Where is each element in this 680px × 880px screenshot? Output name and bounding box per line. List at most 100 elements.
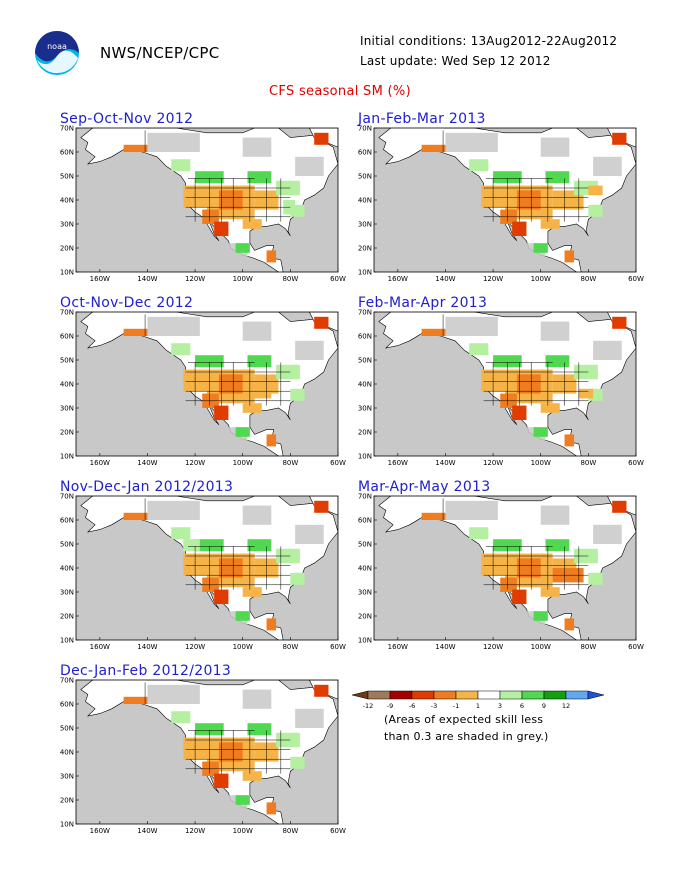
anomaly-cell xyxy=(469,527,489,540)
lon-label: 120W xyxy=(185,643,205,651)
panel-title: Feb-Mar-Apr 2013 xyxy=(358,295,488,311)
last-update: Last update: Wed Sep 12 2012 xyxy=(360,54,551,68)
lon-label: 60W xyxy=(628,275,644,283)
lon-label: 120W xyxy=(483,643,503,651)
org-name: NWS/NCEP/CPC xyxy=(100,44,220,62)
map-panel-mam-2013: Mar-Apr-May 2013 70N 60N 50N 40N 30N 20N 10N 16… xyxy=(358,479,644,651)
anomaly-cell xyxy=(564,618,575,631)
anomaly-cell xyxy=(247,355,272,368)
low-skill-area xyxy=(295,340,324,360)
map-panel-jfm-2013: Jan-Feb-Mar 2013 70N 60N 50N 40N 30N 20N 10N 16… xyxy=(358,111,644,283)
anomaly-cell xyxy=(266,434,277,447)
lat-label: 60N xyxy=(60,149,74,157)
anomaly-cell xyxy=(493,355,522,368)
lon-label: 80W xyxy=(580,643,596,651)
state-borders xyxy=(442,130,589,222)
anomaly-cell xyxy=(588,572,603,585)
low-skill-area xyxy=(147,132,200,152)
lat-label: 10N xyxy=(358,453,372,461)
anomaly-cell xyxy=(612,316,627,329)
lat-label: 50N xyxy=(60,173,74,181)
anomaly-cell xyxy=(545,171,570,184)
anomaly-cell xyxy=(314,684,329,697)
lon-label: 160W xyxy=(90,827,110,835)
lat-label: 50N xyxy=(358,173,372,181)
anomaly-cell xyxy=(242,403,262,413)
colorbar-segment xyxy=(455,690,479,700)
lat-label: 70N xyxy=(358,493,372,501)
state-borders xyxy=(144,314,291,406)
lon-label: 160W xyxy=(388,643,408,651)
noaa-logo: noaa xyxy=(34,30,80,76)
anomaly-cell xyxy=(218,558,243,578)
low-skill-area xyxy=(242,505,272,525)
lat-label: 30N xyxy=(60,773,74,781)
lon-label: 60W xyxy=(330,643,346,651)
lat-label: 40N xyxy=(358,197,372,205)
lat-label: 50N xyxy=(358,541,372,549)
anomaly-cell xyxy=(421,328,446,336)
lon-label: 120W xyxy=(185,827,205,835)
lat-label: 20N xyxy=(358,429,372,437)
lat-label: 40N xyxy=(60,381,74,389)
state-borders xyxy=(442,314,589,406)
lat-label: 30N xyxy=(60,589,74,597)
lat-label: 60N xyxy=(60,517,74,525)
anomaly-cell xyxy=(214,405,229,420)
lon-label: 100W xyxy=(233,275,253,283)
low-skill-area xyxy=(593,340,622,360)
anomaly-cell xyxy=(564,250,575,263)
anomaly-cell xyxy=(540,219,560,229)
anomaly-cell xyxy=(266,618,277,631)
lon-label: 140W xyxy=(137,459,157,467)
anomaly-cell xyxy=(235,795,250,805)
colorbar: -12 -9 -6 -3 -1 1 3 6 9 12 xyxy=(351,690,605,710)
anomaly-cell xyxy=(218,190,243,210)
map-svg: 70N 60N 50N 40N 30N 20N 10N 160W 140W 120W 100W 80W… xyxy=(60,677,346,836)
panel-title: Sep-Oct-Nov 2012 xyxy=(60,111,194,127)
panel-title: Dec-Jan-Feb 2012/2013 xyxy=(60,663,232,679)
lon-label: 80W xyxy=(282,275,298,283)
anomaly-cell xyxy=(242,587,262,597)
state-borders xyxy=(442,498,589,590)
anomaly-cell xyxy=(290,388,305,401)
anomaly-cell xyxy=(214,589,229,604)
lat-label: 70N xyxy=(60,677,74,685)
lat-label: 10N xyxy=(358,269,372,277)
anomaly-cell xyxy=(171,711,191,724)
anomaly-cell xyxy=(266,250,277,263)
colorbar-tick-label: 12 xyxy=(562,702,570,710)
lat-label: 40N xyxy=(60,565,74,573)
anomaly-cell xyxy=(235,243,250,253)
lon-label: 140W xyxy=(435,643,455,651)
anomaly-cell xyxy=(512,221,527,236)
state-borders xyxy=(144,682,291,774)
lon-label: 140W xyxy=(137,275,157,283)
anomaly-cell xyxy=(266,802,277,815)
anomaly-cell xyxy=(290,756,305,769)
lon-label: 160W xyxy=(388,275,408,283)
lon-label: 140W xyxy=(137,827,157,835)
lon-label: 100W xyxy=(233,643,253,651)
anomaly-cell xyxy=(247,171,272,184)
lat-label: 20N xyxy=(60,245,74,253)
map-svg: 70N 60N 50N 40N 30N 20N 10N 160W 140W 120W 100W 80W… xyxy=(60,493,346,652)
low-skill-area xyxy=(242,137,272,157)
lon-label: 80W xyxy=(282,827,298,835)
lat-label: 70N xyxy=(60,493,74,501)
anomaly-cell xyxy=(540,403,560,413)
lat-label: 70N xyxy=(60,125,74,133)
lat-label: 30N xyxy=(358,405,372,413)
lon-label: 120W xyxy=(483,275,503,283)
panel-title: Mar-Apr-May 2013 xyxy=(358,479,491,495)
colorbar-tick-label: -6 xyxy=(409,702,415,710)
map-svg: 70N 60N 50N 40N 30N 20N 10N 160W 140W 120W 100W 80W… xyxy=(60,125,346,284)
lat-label: 40N xyxy=(358,565,372,573)
anomaly-cell xyxy=(183,539,200,552)
lat-label: 10N xyxy=(60,637,74,645)
anomaly-cell xyxy=(171,343,191,356)
logo-text: noaa xyxy=(47,42,67,51)
anomaly-cell xyxy=(516,190,541,210)
anomaly-cell xyxy=(569,195,584,210)
anomaly-cell xyxy=(512,405,527,420)
